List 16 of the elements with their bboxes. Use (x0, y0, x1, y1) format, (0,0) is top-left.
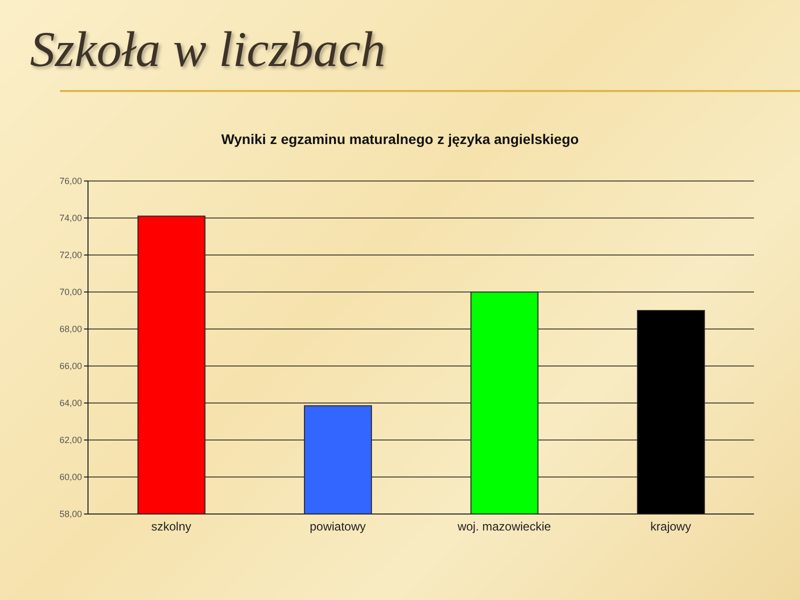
y-tick-label: 58,00 (59, 509, 82, 520)
y-tick-label: 66,00 (59, 361, 82, 372)
y-tick-label: 76,00 (59, 176, 82, 186)
x-tick-label: krajowy (650, 520, 692, 534)
x-tick-label: woj. mazowieckie (456, 520, 552, 534)
y-tick-label: 68,00 (59, 324, 82, 334)
x-tick-label: szkolny (151, 520, 192, 534)
y-tick-label: 62,00 (59, 435, 82, 446)
x-tick-label: powiatowy (310, 520, 366, 534)
y-tick-label: 60,00 (59, 472, 82, 482)
chart-title: Szkoła w liczbach (30, 20, 386, 79)
chart-subtitle: Wyniki z egzaminu maturalnego z języka angielskiego (220, 131, 580, 147)
y-tick-label: 74,00 (59, 213, 82, 224)
y-tick-label: 70,00 (59, 287, 82, 298)
y-tick-label: 64,00 (59, 398, 82, 408)
y-tick-label: 72,00 (59, 250, 82, 260)
